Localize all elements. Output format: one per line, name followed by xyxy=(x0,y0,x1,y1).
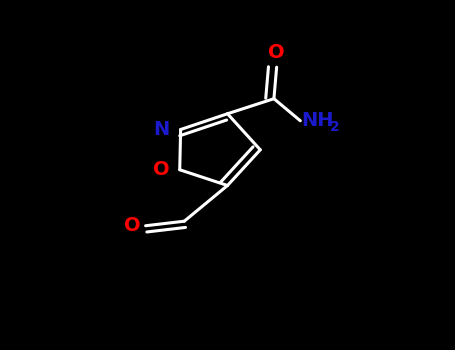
Text: O: O xyxy=(123,216,140,234)
Text: O: O xyxy=(268,43,285,62)
Text: 2: 2 xyxy=(330,120,340,134)
Text: O: O xyxy=(152,160,169,179)
Text: N: N xyxy=(153,120,169,139)
Text: NH: NH xyxy=(301,111,334,130)
